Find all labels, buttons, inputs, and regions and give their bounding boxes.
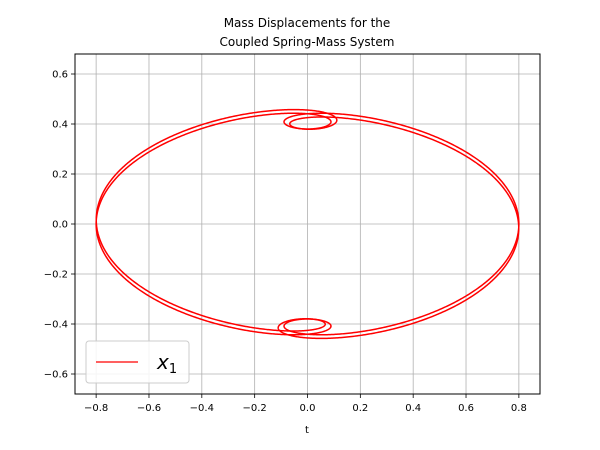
x-axis-ticks: −0.8 −0.6 −0.4 −0.2 0.0 0.2 0.4 0.6 0.8 — [84, 394, 527, 414]
legend-entry-subscript: 1 — [169, 362, 177, 377]
y-tick-label: 0.2 — [52, 170, 68, 181]
x-tick-label: 0.6 — [458, 403, 474, 414]
x-tick-label: −0.2 — [243, 403, 267, 414]
x-tick-label: 0.8 — [511, 403, 527, 414]
legend-entry-label: x1 — [156, 350, 177, 377]
plot-series — [95, 108, 520, 340]
chart-title-line-2: Coupled Spring-Mass System — [220, 35, 395, 49]
x-tick-label: −0.8 — [84, 403, 108, 414]
x-tick-label: 0.2 — [352, 403, 368, 414]
y-tick-label: −0.6 — [44, 370, 68, 381]
y-axis-ticks: −0.6 −0.4 −0.2 0.0 0.2 0.4 0.6 — [44, 70, 75, 381]
y-tick-label: 0.4 — [52, 120, 68, 131]
legend-entry-name: x — [156, 350, 169, 374]
y-tick-label: −0.4 — [44, 320, 68, 331]
plot-frame — [74, 53, 541, 395]
x-axis-label: t — [305, 425, 309, 436]
x-tick-label: 0.0 — [300, 403, 316, 414]
series-line-x1-pass-2 — [95, 108, 520, 340]
legend: x1 — [85, 340, 190, 384]
y-tick-label: 0.0 — [52, 220, 68, 231]
x-tick-label: −0.6 — [137, 403, 161, 414]
grid-lines — [75, 54, 540, 394]
y-tick-label: 0.6 — [52, 70, 68, 81]
x-tick-label: −0.4 — [190, 403, 214, 414]
y-tick-label: −0.2 — [44, 270, 68, 281]
x-tick-label: 0.4 — [405, 403, 421, 414]
chart-title-line-1: Mass Displacements for the — [224, 16, 391, 30]
